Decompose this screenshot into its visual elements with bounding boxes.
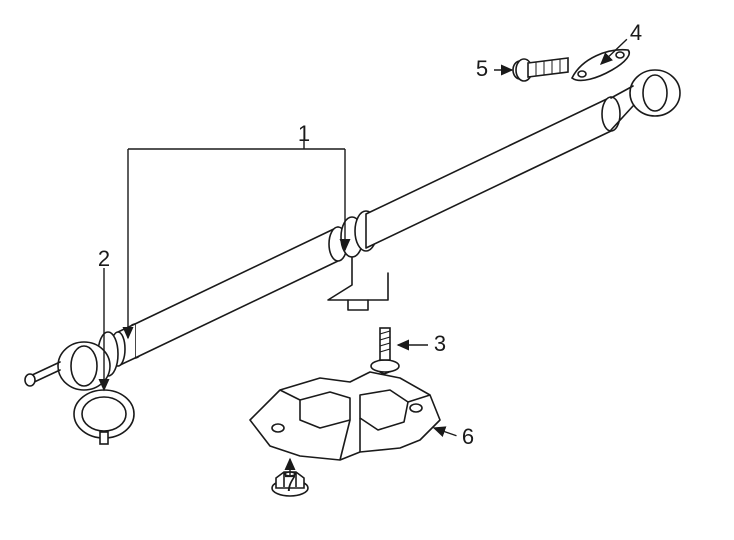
callout-5: 5 bbox=[476, 56, 512, 81]
callout-6: 6 bbox=[434, 424, 474, 449]
callout-7: 7 bbox=[284, 459, 296, 496]
callout-label-4: 4 bbox=[630, 20, 642, 45]
part-bolt-hanger bbox=[371, 328, 399, 374]
callout-label-7: 7 bbox=[284, 471, 296, 496]
callout-3: 3 bbox=[398, 331, 446, 356]
parts-diagram: 1 2 3 4 5 6 7 bbox=[0, 0, 734, 540]
part-bracket-strap bbox=[572, 50, 629, 81]
callout-label-2: 2 bbox=[98, 246, 110, 271]
callout-label-1: 1 bbox=[298, 121, 310, 146]
part-mount-plate bbox=[250, 372, 440, 460]
callout-label-5: 5 bbox=[476, 56, 488, 81]
part-clamp-ring bbox=[74, 390, 134, 444]
part-bolt-strap bbox=[513, 58, 568, 81]
part-drive-shaft bbox=[25, 70, 680, 390]
callout-label-6: 6 bbox=[462, 424, 474, 449]
callout-label-3: 3 bbox=[434, 331, 446, 356]
